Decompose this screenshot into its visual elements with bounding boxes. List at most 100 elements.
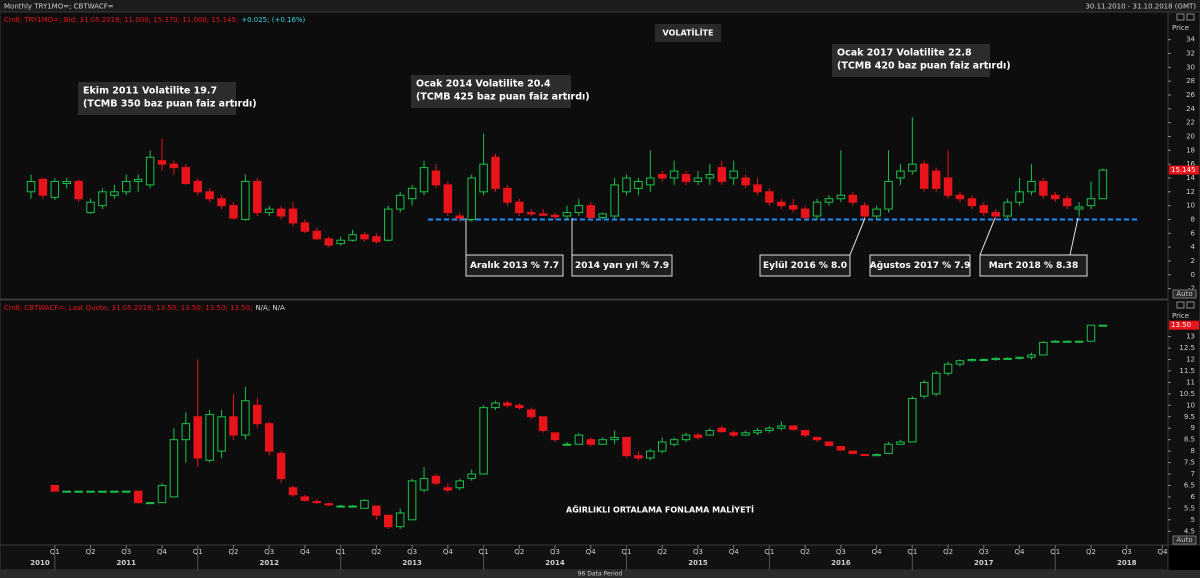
candle-body xyxy=(26,180,36,193)
price-axis xyxy=(1167,11,1200,546)
quarter-label: Q2 xyxy=(228,548,238,556)
candle-body xyxy=(288,208,298,224)
candle-body xyxy=(86,490,95,493)
y-tick-label: 9.5 xyxy=(1184,413,1195,421)
candle-body xyxy=(467,473,476,480)
candle-body xyxy=(634,180,643,189)
y-tick-label: 34 xyxy=(1186,36,1195,44)
quarter-label: Q2 xyxy=(657,548,667,556)
auto-button[interactable] xyxy=(1172,289,1197,299)
candle-body xyxy=(384,514,393,528)
candle-body xyxy=(217,198,226,207)
axis-label: Price xyxy=(1172,312,1189,320)
y-tick-label: 22 xyxy=(1186,119,1195,127)
y-tick-label: 28 xyxy=(1186,77,1195,85)
quarter-label: Q4 xyxy=(300,548,311,556)
candle-body xyxy=(848,450,858,454)
quarter-label: Q4 xyxy=(586,548,597,556)
candle-body xyxy=(288,487,298,496)
panel-button[interactable] xyxy=(1176,13,1185,21)
annotation-text: Ekim 2011 Volatilite 19.7 xyxy=(83,86,217,97)
callout-connector xyxy=(1069,217,1079,256)
candle-body xyxy=(777,201,786,207)
candle-body xyxy=(526,409,536,418)
candle-body xyxy=(1062,340,1072,343)
candle-body xyxy=(860,205,869,217)
y-tick-label: 16 xyxy=(1186,160,1195,168)
candle-body xyxy=(515,201,524,214)
window-title: Monthly TRY1MO=; CBTWACF= xyxy=(4,3,114,11)
y-tick-label: 4.5 xyxy=(1184,527,1195,535)
candle-body xyxy=(610,184,619,217)
candle-body xyxy=(896,170,905,179)
candle-body xyxy=(324,503,333,506)
panel-button[interactable] xyxy=(1186,301,1195,309)
candle-body xyxy=(586,205,596,218)
annotation-box xyxy=(78,82,236,115)
candle-body xyxy=(979,205,989,214)
annotation-box xyxy=(411,75,571,108)
candle-body xyxy=(1039,341,1048,356)
candle-body xyxy=(812,201,822,217)
candle-body xyxy=(1062,198,1072,207)
candle-body xyxy=(455,215,465,219)
y-tick-label: 8 xyxy=(1191,447,1195,455)
callout-text: Ağustos 2017 % 7.9 xyxy=(870,261,970,271)
candle-body xyxy=(646,177,655,186)
candle-body xyxy=(336,505,345,508)
candle-body xyxy=(1027,180,1036,193)
auto-label: Auto xyxy=(1176,536,1192,544)
candle-body xyxy=(193,416,202,459)
callout-text: Aralık 2013 % 7.7 xyxy=(470,261,559,271)
candle-body xyxy=(276,208,286,217)
callout-text: 2014 yarı yıl % 7.9 xyxy=(575,261,669,271)
candle-body xyxy=(98,490,107,493)
auto-button[interactable] xyxy=(1172,535,1197,545)
candle-body xyxy=(908,397,917,443)
axis-label: Price xyxy=(1172,24,1189,32)
scrollbar[interactable] xyxy=(0,570,1200,578)
candle-body xyxy=(1074,206,1084,210)
title-box xyxy=(655,24,721,42)
candle-body xyxy=(717,167,727,182)
candle-body xyxy=(62,180,71,185)
candle-body xyxy=(157,160,167,165)
candle-body xyxy=(384,208,393,241)
chart-title: AĞIRLIKLI ORTALAMA FONLAMA MALİYETİ xyxy=(566,504,754,515)
candle-body xyxy=(1098,324,1108,327)
panel-button[interactable] xyxy=(1176,301,1185,309)
candle-body xyxy=(348,234,357,241)
candle-body xyxy=(479,163,488,193)
panel-button[interactable] xyxy=(1186,13,1195,21)
candle-body xyxy=(419,478,429,491)
candle-body xyxy=(229,205,238,219)
candle-body xyxy=(681,434,691,441)
candle-body xyxy=(753,430,762,434)
quarter-label: Q2 xyxy=(514,548,524,556)
candle-body xyxy=(848,194,858,203)
candle-body xyxy=(419,167,429,193)
y-tick-label: 9 xyxy=(1191,424,1195,432)
candle-body xyxy=(133,490,143,504)
candle-body xyxy=(955,194,965,200)
y-tick-label: 11 xyxy=(1186,378,1195,386)
candle-body xyxy=(372,236,381,243)
candle-body xyxy=(503,402,512,406)
year-label: 2013 xyxy=(402,559,422,567)
quote-change: N/A; N/A xyxy=(255,304,285,312)
candle-body xyxy=(765,427,774,432)
candle-body xyxy=(491,402,500,409)
candle-body xyxy=(657,174,667,179)
candle-body xyxy=(181,423,191,441)
year-label: 2010 xyxy=(30,559,50,567)
quarter-label: Q3 xyxy=(693,548,703,556)
candle-body xyxy=(169,439,179,498)
candle-body xyxy=(765,191,774,203)
candle-body xyxy=(86,201,95,214)
candle-body xyxy=(955,360,965,365)
candle-body xyxy=(241,400,250,436)
candle-body xyxy=(407,480,417,521)
candle-body xyxy=(455,480,465,489)
y-tick-label: 0 xyxy=(1191,271,1195,279)
y-tick-label: 4 xyxy=(1191,243,1196,251)
